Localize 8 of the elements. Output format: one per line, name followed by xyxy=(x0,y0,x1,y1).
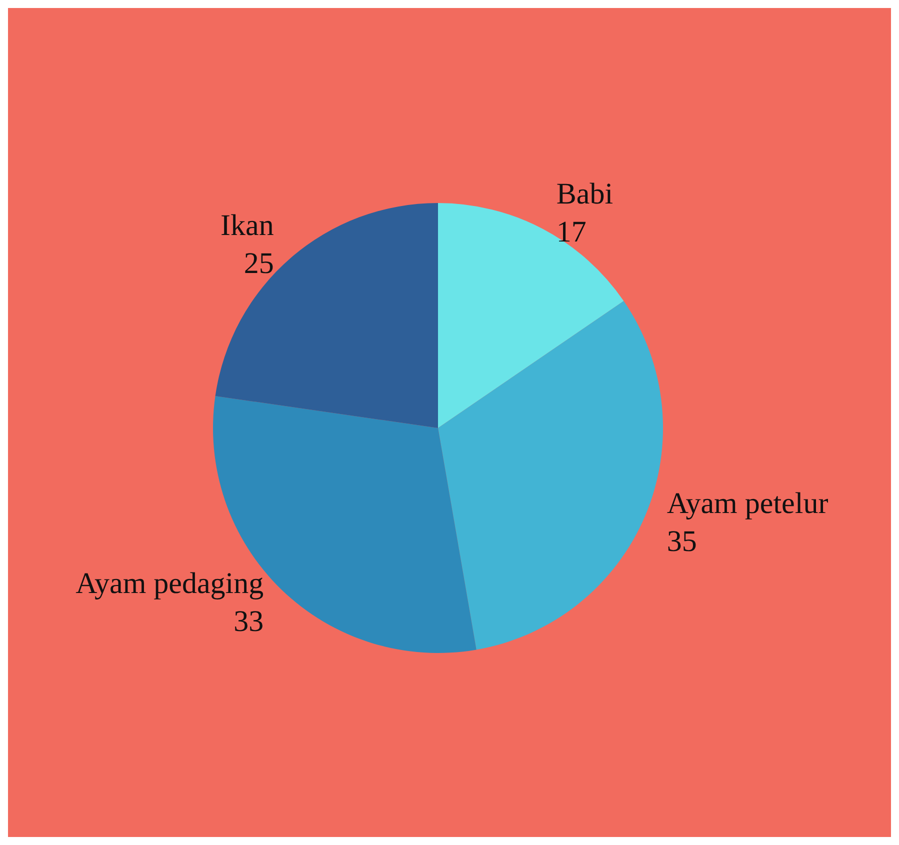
data-label: 33 xyxy=(234,604,264,638)
slice-label: Ayam pedaging xyxy=(76,566,264,600)
data-label: 25 xyxy=(244,246,274,280)
data-label: 17 xyxy=(556,216,586,249)
slice-label: Ikan xyxy=(220,208,274,242)
slice-label: Ayam petelur xyxy=(666,487,828,520)
data-label: 35 xyxy=(666,525,697,558)
slice-label: Babi xyxy=(556,178,614,211)
